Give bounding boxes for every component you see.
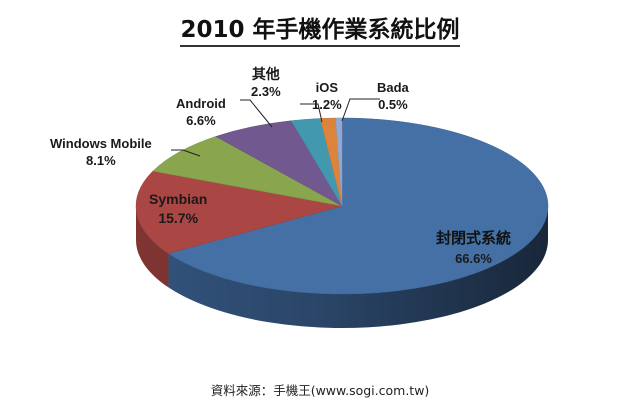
pie-slice-1 — [135, 170, 343, 254]
pie-slice-2 — [152, 136, 343, 207]
label-pct: 1.2% — [312, 97, 342, 112]
chart-title-text: 2010 年手機作業系統比例 — [180, 17, 460, 47]
label-closed-system: 封閉式系統 66.6% — [436, 229, 511, 269]
label-symbian: Symbian 15.7% — [149, 190, 207, 228]
label-name: 封閉式系統 — [436, 230, 512, 247]
label-ios: iOS 1.2% — [312, 79, 342, 113]
chart-title: 2010 年手機作業系統比例 — [0, 10, 640, 47]
label-pct: 0.5% — [378, 97, 408, 112]
label-name: Bada — [377, 80, 409, 95]
leader-line-2 — [240, 99, 273, 128]
label-name: iOS — [315, 80, 339, 95]
pie-slice-0 — [167, 117, 549, 295]
label-windows-mobile: Windows Mobile 8.1% — [50, 135, 152, 169]
label-name: Windows Mobile — [50, 136, 152, 151]
label-name: Symbian — [149, 191, 208, 207]
label-name: 其他 — [251, 66, 280, 82]
source-note: 資料來源：手機王(www.sogi.com.tw) — [210, 383, 430, 398]
pie-side-1 — [136, 206, 169, 288]
label-bada: Bada 0.5% — [377, 79, 409, 113]
label-pct: 66.6% — [455, 251, 492, 266]
label-name: Android — [176, 96, 226, 111]
label-pct: 8.1% — [86, 153, 116, 168]
label-android: Android 6.6% — [176, 95, 226, 129]
leader-line-1 — [300, 103, 323, 123]
label-pct: 6.6% — [186, 113, 216, 128]
label-pct: 2.3% — [251, 84, 281, 99]
pie-side-0 — [168, 206, 548, 328]
pie-slice-6 — [335, 117, 343, 207]
leader-line-3 — [171, 149, 201, 157]
label-pct: 15.7% — [158, 210, 199, 226]
leader-line-0 — [341, 98, 380, 122]
label-other: 其他 2.3% — [251, 65, 281, 101]
